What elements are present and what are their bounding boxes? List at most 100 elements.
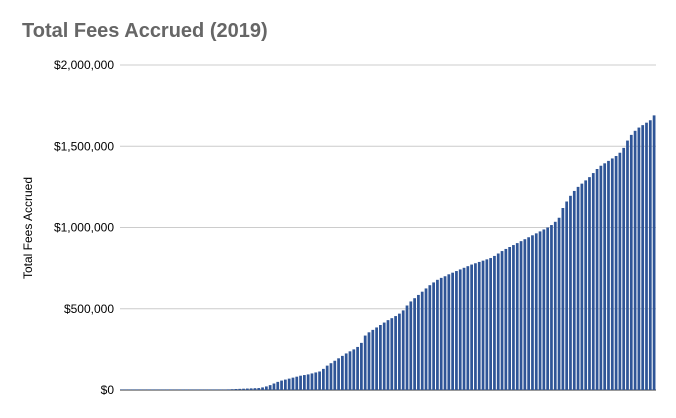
bar [451, 272, 454, 390]
bar [538, 231, 542, 390]
bar [363, 335, 367, 390]
bar [287, 378, 291, 391]
bar [572, 190, 576, 390]
bar [147, 389, 150, 390]
bar [462, 267, 466, 390]
bar [637, 127, 641, 390]
bar [481, 260, 485, 390]
bar [249, 388, 253, 391]
bar [310, 373, 314, 390]
bar [531, 235, 534, 390]
y-axis-ticks: $0 $500,000 $1,000,000 $1,500,000 $2,000,000 [54, 58, 114, 397]
bar [645, 122, 648, 390]
bar [139, 389, 143, 390]
bar [401, 310, 405, 391]
bar [128, 389, 131, 390]
bar [466, 266, 470, 390]
bar [173, 389, 177, 390]
bar [158, 389, 162, 390]
bar [584, 180, 588, 391]
bar [124, 389, 128, 390]
bar [504, 248, 508, 390]
bar [519, 241, 523, 390]
bar [588, 177, 591, 391]
bar [371, 329, 375, 391]
bar [652, 115, 656, 391]
bar [633, 130, 637, 390]
bar [565, 201, 569, 390]
bar [546, 227, 550, 390]
bar [333, 360, 337, 390]
bar [169, 389, 173, 390]
bar [508, 247, 512, 390]
bar [424, 288, 428, 390]
bar [618, 152, 622, 390]
bar [135, 389, 139, 390]
bar [322, 368, 325, 391]
bar [580, 183, 584, 391]
bar [253, 388, 257, 390]
bar [394, 316, 397, 390]
bar [455, 271, 458, 390]
bar [325, 365, 329, 391]
bar [595, 169, 599, 390]
bar [131, 389, 135, 390]
bar [230, 389, 234, 390]
bar [599, 165, 603, 390]
bar [485, 259, 489, 390]
bar [314, 372, 318, 390]
bar [337, 358, 340, 390]
bar [436, 279, 439, 390]
bar [386, 320, 390, 391]
bar [489, 258, 493, 390]
bar [143, 389, 147, 390]
y-tick-label: $500,000 [64, 302, 114, 316]
y-tick-label: $1,000,000 [54, 221, 114, 235]
bar [344, 353, 348, 390]
bar [443, 276, 447, 390]
bar [204, 389, 207, 390]
bar [356, 346, 359, 390]
bar [177, 389, 181, 390]
bar [534, 233, 538, 390]
bar [576, 186, 580, 391]
bar [561, 208, 565, 390]
bar [493, 255, 496, 390]
bar [417, 294, 420, 390]
bar [295, 376, 299, 390]
bar [150, 389, 154, 390]
bar [196, 389, 200, 390]
bar [318, 371, 321, 390]
bar [420, 291, 424, 390]
bar [367, 332, 371, 390]
bar [276, 381, 280, 391]
bar [257, 388, 261, 390]
bar [162, 389, 166, 390]
bar [409, 301, 413, 390]
bar [341, 355, 344, 391]
bar [280, 380, 283, 390]
bar [496, 253, 500, 390]
bar [245, 388, 249, 390]
bar [379, 325, 382, 390]
bar [181, 389, 185, 390]
bar [626, 140, 629, 390]
bar [557, 217, 561, 390]
bar [192, 389, 196, 390]
bar [234, 389, 238, 390]
bar [610, 158, 614, 390]
bar [348, 351, 352, 390]
bar [553, 221, 557, 390]
bar [648, 120, 652, 390]
bar [200, 389, 204, 390]
bar [439, 277, 443, 391]
bar [154, 389, 158, 390]
bar [226, 389, 230, 390]
bar [242, 388, 245, 390]
bar [474, 263, 477, 390]
bar [550, 225, 553, 390]
bar [477, 261, 481, 390]
bar [268, 385, 272, 391]
bar [428, 285, 432, 390]
